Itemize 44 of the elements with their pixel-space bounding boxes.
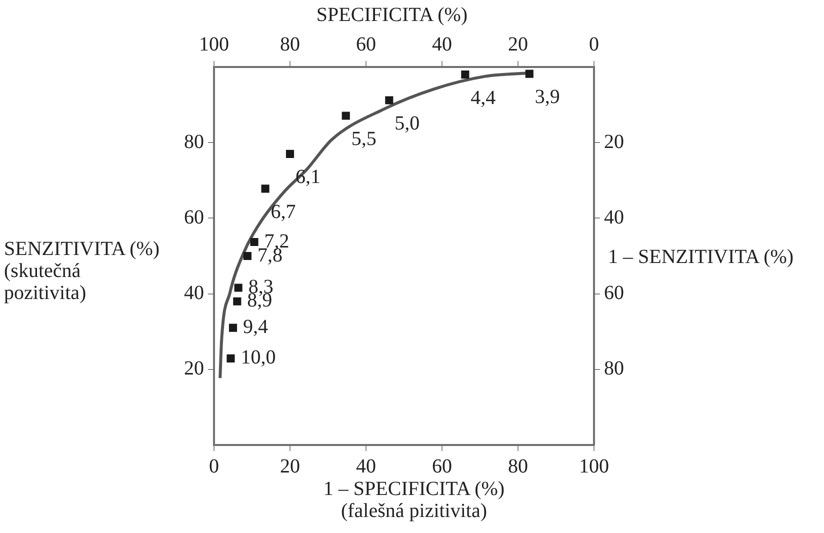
x-tick-label: 40 (356, 455, 376, 478)
y2-tick-label: 80 (604, 358, 624, 380)
x2-tick-label: 60 (356, 33, 376, 56)
point (342, 112, 350, 120)
x2-tick-label: 20 (508, 33, 528, 56)
x2-tick-label: 100 (199, 33, 229, 56)
point (250, 238, 258, 246)
annotation: 10,0 (240, 346, 276, 369)
x2-axis-title: SPECIFICITA (%) (315, 4, 469, 26)
y2-tick-label: 60 (604, 282, 624, 304)
annotation: 4,4 (470, 86, 496, 109)
y2-axis-title: 1 – SENZITIVITA (%) (608, 246, 794, 268)
y2-tick-label: 20 (604, 130, 624, 153)
point (261, 184, 270, 193)
point (234, 284, 242, 292)
x-tick-label: 0 (209, 455, 219, 478)
point (228, 324, 238, 332)
x-tick-label: 100 (579, 455, 609, 478)
point (233, 297, 242, 306)
annotation: 5,5 (351, 128, 376, 150)
y-tick-label: 40 (184, 282, 204, 304)
x-axis-title: 1 – SPECIFICITA (%) (falešná pizitivita) (322, 478, 506, 522)
annotation: 3,9 (534, 86, 560, 108)
annotation: 9,4 (243, 316, 268, 338)
x2-tick-label: 80 (280, 33, 300, 56)
y-tick-label: 60 (184, 206, 204, 228)
point (525, 70, 534, 78)
point (385, 96, 394, 104)
x2-tick-label: 0 (589, 33, 599, 56)
x-tick-label: 80 (508, 455, 528, 478)
x2-tick-label: 40 (432, 33, 452, 56)
y-tick-label: 20 (184, 358, 204, 380)
point (243, 252, 252, 260)
y-tick-label: 80 (184, 130, 204, 153)
y2-tick-label: 40 (604, 206, 624, 228)
y-axis-title: SENZITIVITA (%) (skutečná pozitivita) (4, 238, 160, 304)
annotation: 5,0 (394, 112, 420, 135)
point (286, 150, 294, 158)
annotation: 6,7 (270, 200, 296, 223)
annotation: 6,1 (296, 166, 320, 188)
x-tick-label: 20 (280, 455, 300, 478)
point (461, 70, 470, 79)
x-tick-label: 60 (432, 455, 452, 478)
point (226, 354, 235, 362)
